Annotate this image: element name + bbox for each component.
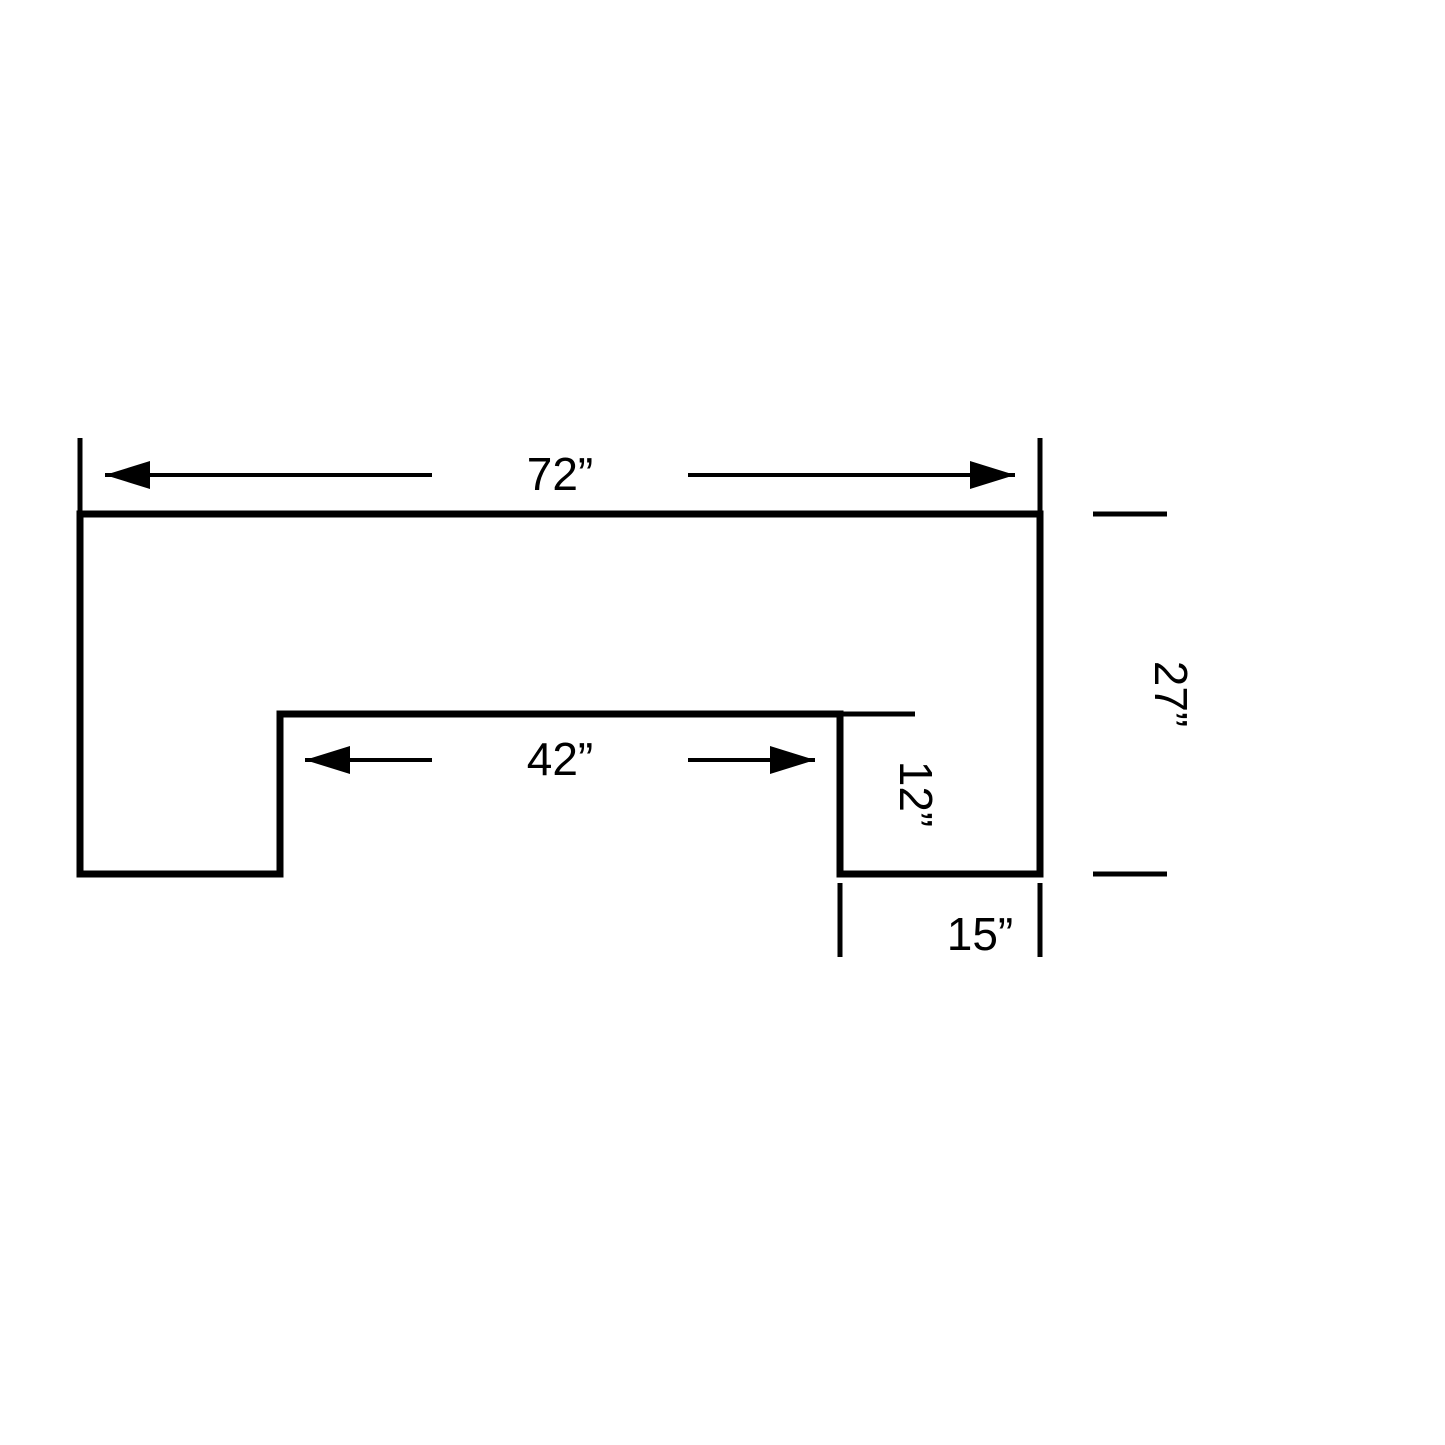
dimension-15: 15” — [840, 883, 1040, 960]
dimension-27: 27” — [1093, 514, 1197, 874]
dimension-72-label: 72” — [527, 448, 593, 500]
dimension-diagram: 72” 42” 27” 12” 15” — [0, 0, 1445, 1445]
dimension-42: 42” — [305, 733, 815, 785]
dimension-72: 72” — [80, 438, 1040, 512]
dimension-27-label: 27” — [1145, 661, 1197, 727]
dimension-12: 12” — [841, 714, 942, 874]
dimension-12-label: 12” — [890, 761, 942, 827]
dimension-42-label: 42” — [527, 733, 593, 785]
dimension-15-label: 15” — [947, 908, 1013, 960]
